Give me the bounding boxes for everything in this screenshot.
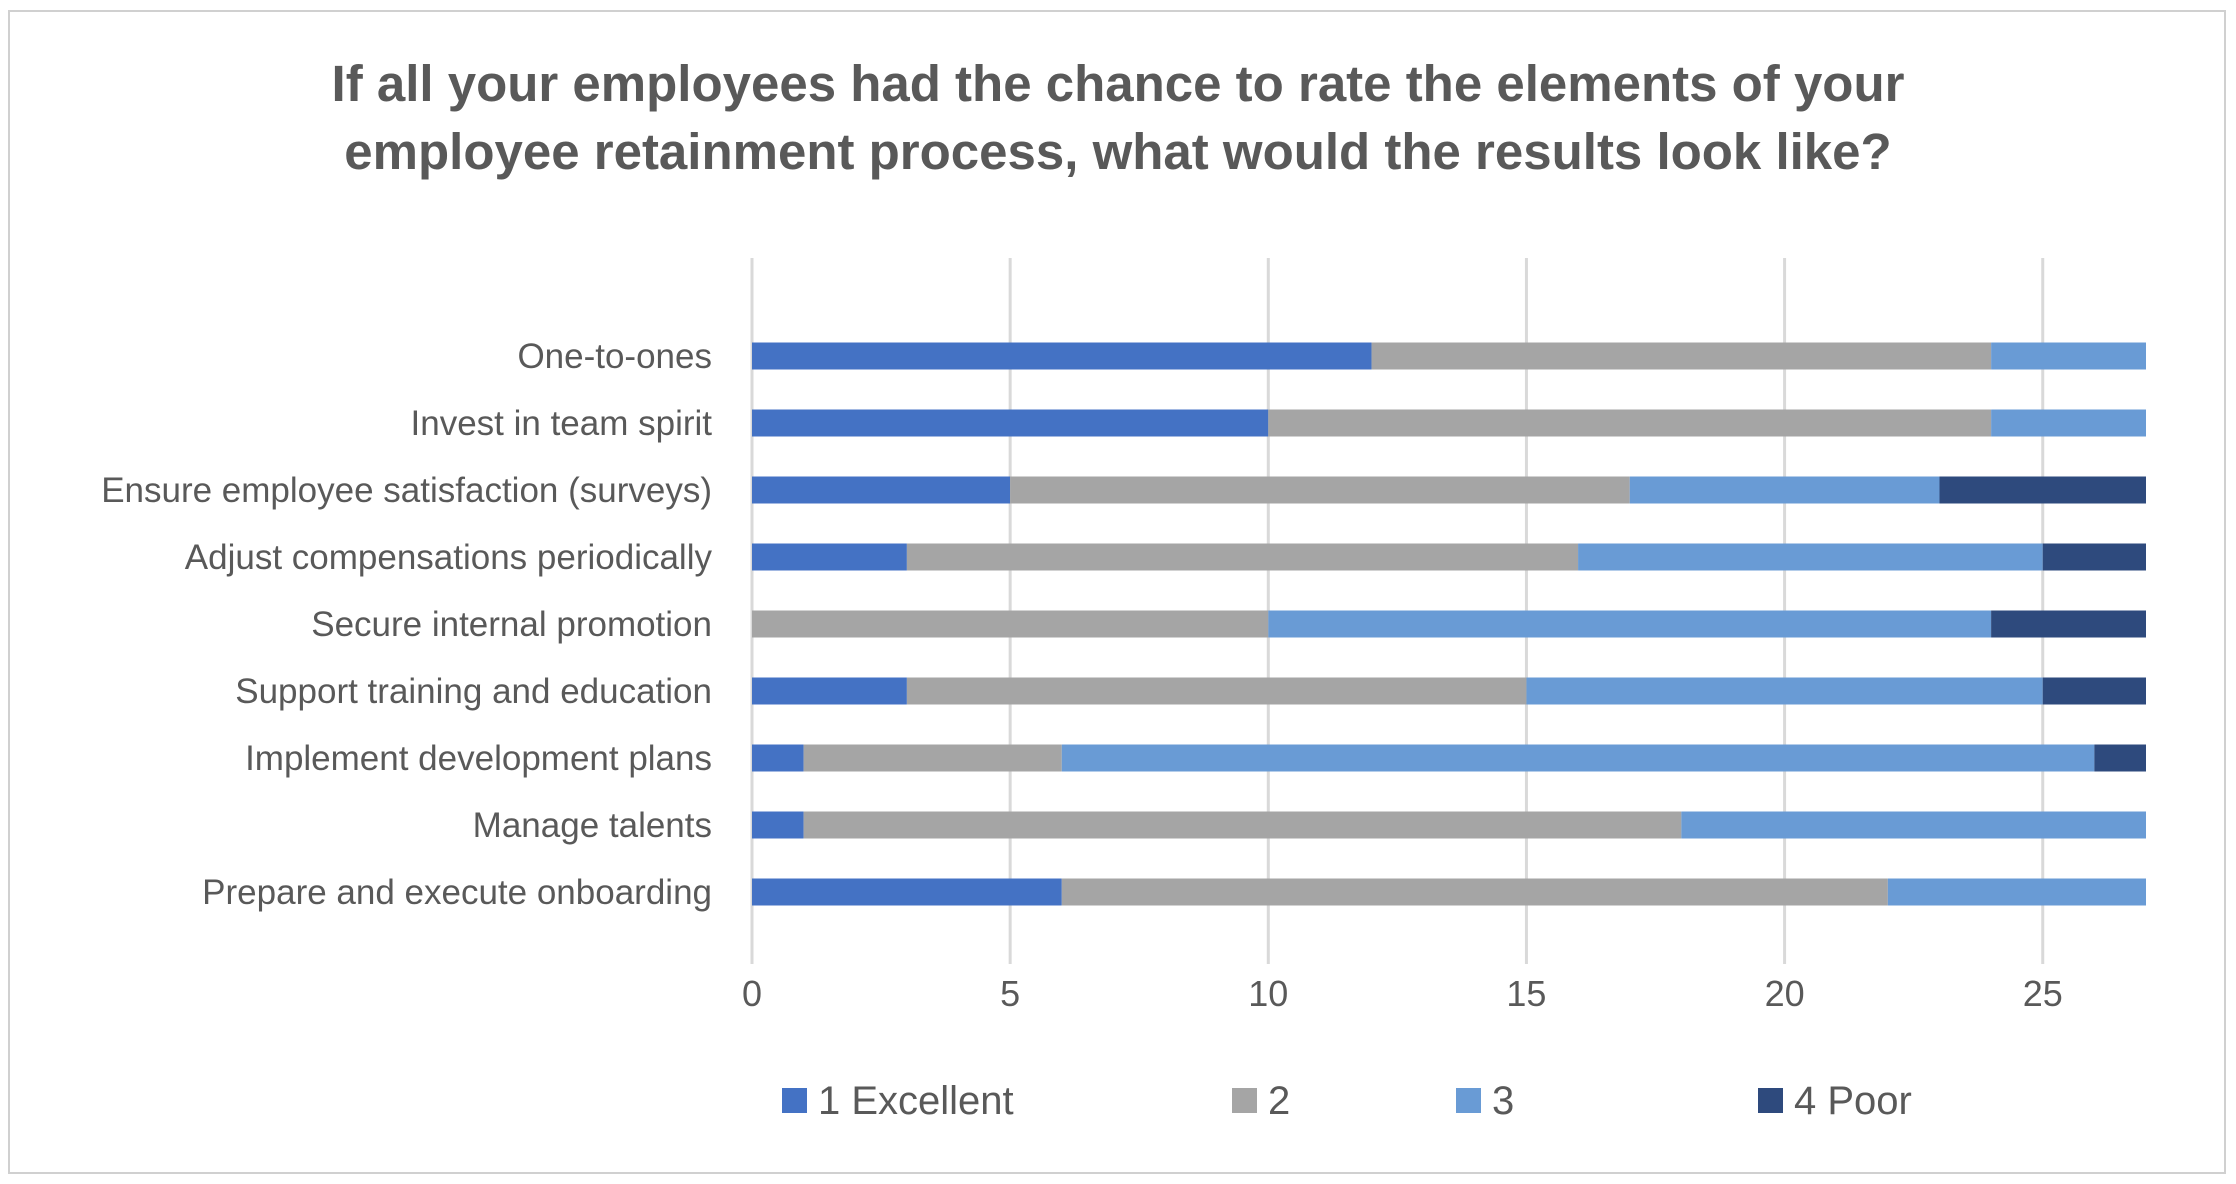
category-label: Adjust compensations periodically [185, 538, 713, 577]
bar-segment-series-1 [752, 744, 804, 772]
legend-label-4: 4 Poor [1794, 1079, 1912, 1123]
chart-title-line-1: If all your employees had the chance to … [331, 55, 1905, 112]
bar-segment-series-3 [1061, 744, 2095, 772]
x-tick-label-15: 15 [1506, 973, 1546, 1014]
bar-segment-series-2 [906, 677, 1527, 705]
bar-segment-series-3 [1681, 811, 2146, 839]
x-tick-label-0: 0 [742, 973, 762, 1014]
legend-swatch-1 [782, 1088, 807, 1113]
category-label: Invest in team spirit [411, 404, 713, 443]
bar-segment-series-2 [752, 610, 1269, 638]
bar-segment-series-2 [803, 744, 1062, 772]
bars [752, 342, 2146, 906]
legend-label-3: 3 [1492, 1079, 1514, 1123]
bar-segment-series-2 [1010, 476, 1630, 504]
bar-segment-series-1 [752, 342, 1372, 370]
bar-segment-series-4 [2042, 677, 2146, 705]
bar-segment-series-1 [752, 677, 907, 705]
bar-segment-series-3 [1268, 610, 1992, 638]
bar-segment-series-4 [2094, 744, 2146, 772]
bar-segment-series-1 [752, 543, 907, 571]
category-label: One-to-ones [517, 337, 712, 376]
bar-segment-series-2 [1268, 409, 1992, 437]
chart-frame [8, 10, 2226, 1174]
bar-segment-series-4 [1939, 476, 2146, 504]
category-label: Manage talents [473, 806, 712, 845]
x-tick-label-20: 20 [1765, 973, 1805, 1014]
bar-segment-series-1 [752, 811, 804, 839]
category-labels: One-to-ones Invest in team spirit Ensure e… [101, 337, 712, 912]
chart-title-line-2: employee retainment process, what would … [344, 123, 1892, 180]
bar-segment-series-3 [1991, 342, 2146, 370]
bar-segment-series-2 [906, 543, 1579, 571]
bar-segment-series-1 [752, 878, 1062, 906]
bar-segment-series-4 [2042, 543, 2146, 571]
bar-segment-series-2 [1061, 878, 1888, 906]
category-label: Secure internal promotion [311, 605, 712, 644]
legend-swatch-2 [1232, 1088, 1257, 1113]
legend: 1 Excellent 2 3 4 Poor [782, 1079, 1912, 1123]
legend-label-2: 2 [1268, 1079, 1290, 1123]
bar-segment-series-2 [803, 811, 1682, 839]
x-tick-label-10: 10 [1248, 973, 1288, 1014]
legend-swatch-4 [1758, 1088, 1783, 1113]
x-tick-label-5: 5 [1000, 973, 1020, 1014]
bar-segment-series-1 [752, 409, 1269, 437]
chart-title: If all your employees had the chance to … [0, 50, 2236, 186]
category-label: Support training and education [235, 672, 712, 711]
x-axis-tick-labels: 0 5 10 15 20 25 [742, 973, 2063, 1014]
bar-segment-series-4 [1991, 610, 2146, 638]
bar-segment-series-2 [1371, 342, 1992, 370]
legend-swatch-3 [1456, 1088, 1481, 1113]
bar-segment-series-3 [1887, 878, 2146, 906]
x-tick-label-25: 25 [2023, 973, 2063, 1014]
bar-segment-series-3 [1629, 476, 1940, 504]
bar-segment-series-3 [1991, 409, 2146, 437]
category-label: Implement development plans [245, 739, 712, 778]
bar-segment-series-3 [1578, 543, 2043, 571]
bar-segment-series-3 [1526, 677, 2043, 705]
bar-segment-series-1 [752, 476, 1011, 504]
legend-label-1: 1 Excellent [818, 1079, 1014, 1123]
category-label: Ensure employee satisfaction (surveys) [101, 471, 712, 510]
category-label: Prepare and execute onboarding [202, 873, 712, 912]
